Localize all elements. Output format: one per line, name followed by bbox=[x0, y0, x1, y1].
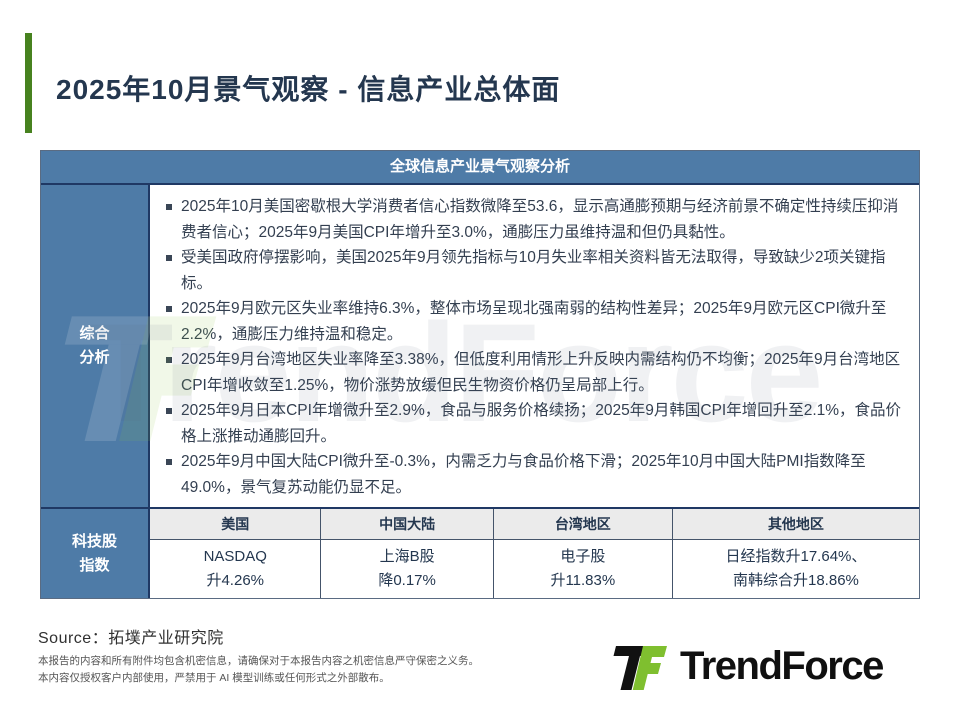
disclaimer: 本报告的内容和所有附件均包含机密信息，请确保对于本报告内容之机密信息严守保密之义… bbox=[38, 653, 479, 687]
title-accent-bar bbox=[25, 33, 32, 133]
table-header: 全球信息产业景气观察分析 bbox=[41, 151, 919, 185]
bullet-icon bbox=[166, 255, 172, 261]
disclaimer-line-1: 本报告的内容和所有附件均包含机密信息，请确保对于本报告内容之机密信息严守保密之义… bbox=[38, 655, 479, 667]
analysis-bullet-list: 2025年10月美国密歇根大学消费者信心指数微降至53.6，显示高通膨预期与经济… bbox=[150, 185, 919, 507]
stocks-value-china: 上海B股 降0.17% bbox=[321, 540, 494, 598]
stocks-header-row: 美国 中国大陆 台湾地区 其他地区 bbox=[150, 509, 919, 540]
bullet-text: 2025年9月台湾地区失业率降至3.38%，但低度利用情形上升反映内需结构仍不均… bbox=[181, 351, 901, 394]
analysis-table: 全球信息产业景气观察分析 综合 分析 2025年10月美国密歇根大学消费者信心指… bbox=[40, 150, 920, 599]
stocks-value-row: NASDAQ 升4.26% 上海B股 降0.17% 电子股 升11.83% 日经… bbox=[150, 540, 919, 598]
stocks-subtable: 美国 中国大陆 台湾地区 其他地区 NASDAQ 升4.26% 上海B股 降0.… bbox=[150, 509, 919, 598]
stocks-col-header-taiwan: 台湾地区 bbox=[494, 509, 673, 539]
stocks-col-header-us: 美国 bbox=[150, 509, 322, 539]
bullet-text: 2025年9月中国大陆CPI微升至-0.3%，内需乏力与食品价格下滑；2025年… bbox=[181, 453, 866, 496]
bullet-icon bbox=[166, 459, 172, 465]
list-item: 受美国政府停摆影响，美国2025年9月领先指标与10月失业率相关资料皆无法取得，… bbox=[166, 245, 905, 296]
bullet-icon bbox=[166, 357, 172, 363]
row-label-analysis: 综合 分析 bbox=[41, 185, 150, 507]
stocks-value-other: 日经指数升17.64%、 南韩综合升18.86% bbox=[725, 548, 867, 589]
bullet-icon bbox=[166, 204, 172, 210]
trendforce-logo: TrendForce bbox=[608, 638, 884, 694]
list-item: 2025年9月日本CPI年增微升至2.9%，食品与服务价格续扬；2025年9月韩… bbox=[166, 398, 905, 449]
trendforce-logo-text: TrendForce bbox=[680, 643, 884, 688]
list-item: 2025年9月欧元区失业率维持6.3%，整体市场呈现北强南弱的结构性差异；202… bbox=[166, 296, 905, 347]
source-line: Source：拓墣产业研究院 bbox=[38, 630, 224, 647]
bullet-text: 2025年10月美国密歇根大学消费者信心指数微降至53.6，显示高通膨预期与经济… bbox=[181, 198, 899, 241]
bullet-text: 2025年9月欧元区失业率维持6.3%，整体市场呈现北强南弱的结构性差异；202… bbox=[181, 300, 887, 343]
list-item: 2025年9月台湾地区失业率降至3.38%，但低度利用情形上升反映内需结构仍不均… bbox=[166, 347, 905, 398]
page-title: 2025年10月景气观察 - 信息产业总体面 bbox=[56, 74, 561, 105]
analysis-row: 综合 分析 2025年10月美国密歇根大学消费者信心指数微降至53.6，显示高通… bbox=[41, 185, 919, 509]
list-item: 2025年9月中国大陆CPI微升至-0.3%，内需乏力与食品价格下滑；2025年… bbox=[166, 449, 905, 500]
row-label-stocks: 科技股 指数 bbox=[41, 509, 150, 598]
bullet-icon bbox=[166, 306, 172, 312]
stocks-col-header-china: 中国大陆 bbox=[321, 509, 494, 539]
trendforce-logo-icon bbox=[613, 646, 667, 690]
list-item: 2025年10月美国密歇根大学消费者信心指数微降至53.6，显示高通膨预期与经济… bbox=[166, 194, 905, 245]
bullet-icon bbox=[166, 408, 172, 414]
disclaimer-line-2: 本内容仅授权客户内部使用，严禁用于 AI 模型训练或任何形式之外部散布。 bbox=[38, 672, 390, 684]
stocks-value-us: NASDAQ 升4.26% bbox=[150, 540, 322, 598]
bullet-text: 受美国政府停摆影响，美国2025年9月领先指标与10月失业率相关资料皆无法取得，… bbox=[181, 249, 886, 292]
stocks-row: 科技股 指数 美国 中国大陆 台湾地区 其他地区 NASDAQ 升4.26% 上… bbox=[41, 509, 919, 598]
stocks-col-header-other: 其他地区 bbox=[767, 516, 824, 532]
stocks-value-taiwan: 电子股 升11.83% bbox=[494, 540, 673, 598]
bullet-text: 2025年9月日本CPI年增微升至2.9%，食品与服务价格续扬；2025年9月韩… bbox=[181, 402, 902, 445]
analysis-content-cell: 2025年10月美国密歇根大学消费者信心指数微降至53.6，显示高通膨预期与经济… bbox=[150, 185, 919, 507]
